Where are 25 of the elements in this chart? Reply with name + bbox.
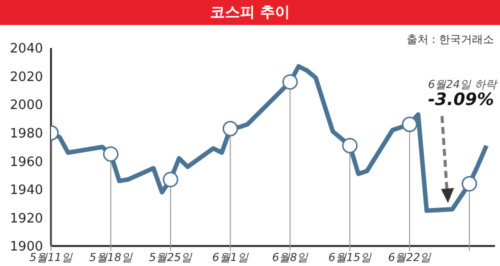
x-tick-label: 5월25일 [149, 250, 194, 264]
y-tick-label: 1980 [10, 126, 43, 142]
y-tick-label: 1940 [10, 183, 43, 198]
x-tick-label: 5월11일 [30, 250, 74, 264]
point [342, 138, 358, 154]
x-tick-label: 6월8일 [272, 250, 310, 264]
annotation: -3.09% [428, 90, 494, 110]
y-tick-label: 2020 [10, 70, 43, 85]
chart-title: 코스피 추이 [0, 0, 500, 25]
point [282, 74, 298, 90]
x-tick-label: 5월18일 [89, 250, 134, 264]
point [162, 172, 178, 188]
y-tick-label: 2000 [10, 98, 43, 114]
annotation: 6월24일 하락 [428, 78, 498, 91]
y-tick-label: 1960 [10, 154, 43, 170]
source-note: 출처 : 한국거래소 [406, 32, 494, 47]
point [222, 120, 238, 136]
x-tick-label: 6월1일 [212, 250, 250, 264]
x-tick-label: 6월15일 [328, 250, 372, 264]
y-tick-label: 1920 [10, 211, 43, 226]
point [462, 176, 478, 192]
x-tick-label: 6월22일 [388, 250, 432, 264]
y-tick-label: 2040 [10, 42, 43, 57]
point [402, 116, 418, 132]
point [103, 146, 119, 162]
